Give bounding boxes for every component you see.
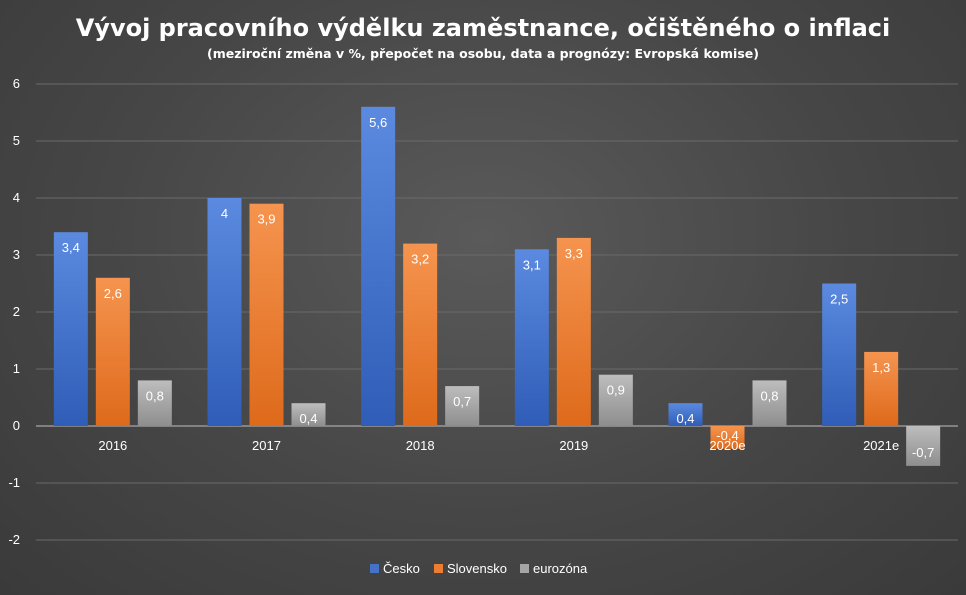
y-axis-ticks: 6 5 4 3 2 1 0 -1 -2 [8,76,20,547]
bar-Česko-2021e [822,283,857,426]
data-label: 4 [221,206,228,221]
bar-Česko-2018 [361,106,396,427]
data-label: 0,8 [146,388,164,403]
bar-Česko-2020e [668,403,703,426]
legend-label: Česko [383,561,420,576]
data-label: 2,5 [830,292,848,307]
bar-Slovensko-2020e [710,426,745,449]
bar-eurozóna-2016 [137,380,172,426]
data-label: 3,9 [257,212,275,227]
x-tick-label: 2021e [863,438,899,453]
data-label: 5,6 [369,115,387,130]
x-tick-label: 2017 [252,438,281,453]
x-tick-label: 2020e [709,438,745,453]
bar-Slovensko-2017 [249,203,284,426]
data-label: 0,7 [453,394,471,409]
bar-Slovensko-2021e [864,351,899,426]
y-tick-label: 0 [13,418,20,433]
y-tick-label: -1 [8,475,20,490]
x-tick-label: 2016 [98,438,127,453]
bar-eurozóna-2021e [906,426,941,466]
data-label: -0,7 [912,445,934,460]
bar-eurozóna-2018 [445,386,480,426]
y-tick-label: 6 [13,76,20,91]
y-tick-label: 3 [13,247,20,262]
data-label: 0,4 [676,411,694,426]
legend: Česko Slovensko eurozóna [370,561,588,576]
bar-eurozóna-2017 [291,403,326,426]
data-labels: 3,4 2,6 0,8 4 3,9 0,4 5,6 3,2 0,7 3,1 3,3 0,9 0,4 -0,… [62,115,935,460]
bar-Česko-2017 [207,198,242,426]
data-label: 3,4 [62,240,80,255]
legend-swatch [434,564,443,573]
bar-Česko-2019 [514,249,549,426]
x-tick-label: 2018 [406,438,435,453]
data-label: 3,2 [411,252,429,267]
chart-title: Vývoj pracovního výdělku zaměstnance, oč… [76,14,891,42]
y-tick-label: 4 [13,190,20,205]
gridlines [36,83,958,541]
legend-label: eurozóna [533,561,588,576]
x-tick-label: 2019 [559,438,588,453]
bar-eurozóna-2019 [598,374,633,426]
data-label: 1,3 [872,360,890,375]
bar-Slovensko-2019 [556,237,591,426]
data-label: 2,6 [104,286,122,301]
bar-Slovensko-2018 [403,243,438,426]
chart-subtitle: (meziroční změna v %, přepočet na osobu,… [207,46,759,61]
data-label: 3,1 [523,257,541,272]
y-tick-label: 2 [13,304,20,319]
data-label: 3,3 [565,246,583,261]
data-label: -0,4 [716,428,738,443]
data-label: 0,4 [299,411,317,426]
legend-label: Slovensko [447,561,507,576]
bar-Česko-2016 [53,232,88,426]
bar-eurozóna-2020e [752,380,787,426]
legend-swatch [370,564,379,573]
y-tick-label: 5 [13,133,20,148]
data-label: 0,8 [760,388,778,403]
legend-swatch [520,564,529,573]
data-label: 0,9 [607,383,625,398]
y-tick-label: 1 [13,361,20,376]
y-tick-label: -2 [8,532,20,547]
bars [53,106,941,466]
bar-Slovensko-2016 [95,277,130,426]
x-axis-ticks: 2016 2017 2018 2019 2020e 2021e [98,438,899,453]
